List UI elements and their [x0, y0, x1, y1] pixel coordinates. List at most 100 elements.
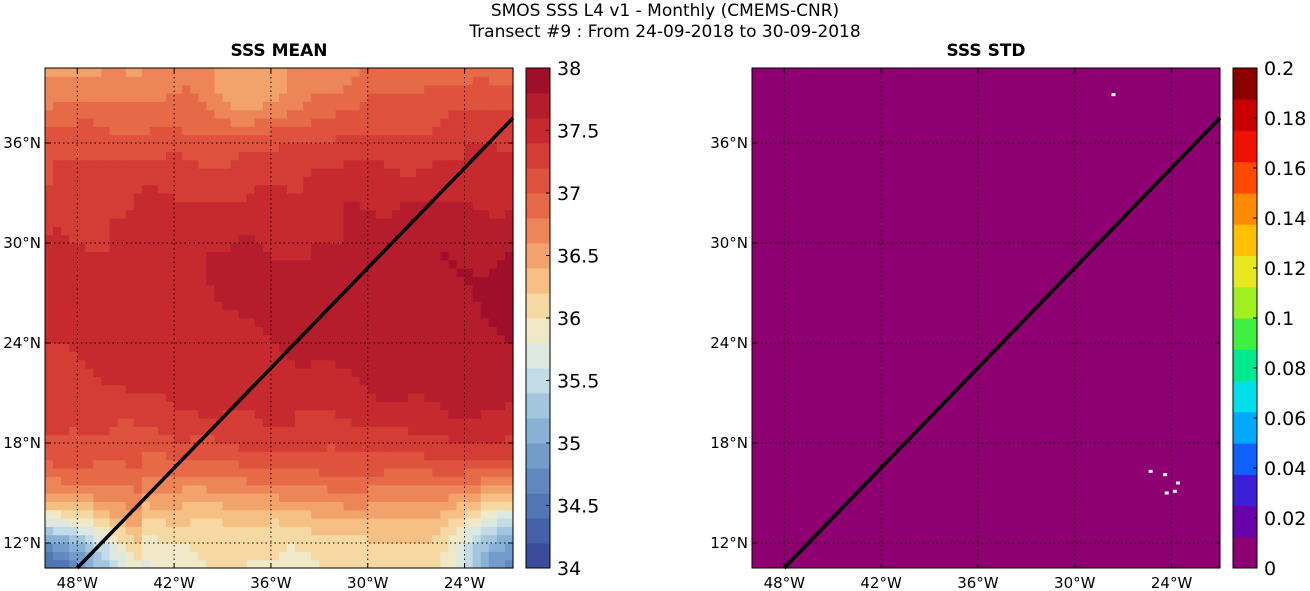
field-cell	[77, 326, 86, 336]
field-cell	[230, 434, 240, 444]
field-cell	[230, 543, 240, 552]
field-cell	[77, 426, 86, 436]
field-cell	[472, 234, 482, 244]
field-cell	[262, 359, 272, 369]
field-cell	[359, 276, 369, 286]
field-cell	[400, 434, 409, 444]
field-cell	[61, 551, 70, 561]
field-cell	[424, 259, 433, 269]
field-cell	[480, 359, 490, 369]
field-cell	[109, 409, 119, 419]
field-cell	[279, 468, 288, 477]
field-cell	[303, 418, 312, 427]
field-cell	[375, 409, 385, 419]
field-cell	[246, 93, 256, 102]
field-cell	[254, 518, 264, 527]
field-cell	[416, 251, 425, 261]
field-cell	[182, 268, 191, 277]
field-cell	[117, 351, 127, 361]
field-cell	[375, 234, 385, 244]
field-cell	[343, 501, 353, 511]
field-cell	[262, 318, 272, 327]
colorbar-segment	[526, 518, 550, 544]
field-cell	[311, 384, 320, 394]
field-cell	[174, 134, 183, 144]
field-cell	[303, 526, 312, 536]
field-cell	[279, 318, 288, 327]
field-cell	[133, 343, 143, 352]
x-tick-label: 30°W	[347, 574, 389, 591]
field-cell	[141, 293, 151, 302]
field-cell	[279, 268, 288, 277]
field-cell	[190, 151, 199, 161]
field-cell	[367, 359, 377, 369]
field-cell	[254, 276, 264, 286]
field-cell	[400, 259, 409, 269]
field-cell	[77, 243, 86, 252]
field-cell	[174, 109, 183, 119]
field-cell	[93, 301, 103, 311]
field-cell	[45, 226, 54, 236]
field-cell	[270, 501, 280, 511]
field-cell	[504, 268, 514, 277]
field-cell	[464, 409, 474, 419]
std-panel: 48°W 42°W 36°W 30°W 24°W12°N18°N24°N30°N36°N…	[710, 58, 1306, 591]
field-cell	[109, 401, 119, 411]
field-cell	[109, 193, 119, 202]
field-cell	[174, 434, 183, 444]
field-cell	[230, 251, 240, 261]
field-cell	[416, 418, 425, 427]
field-cell	[238, 93, 248, 102]
field-cell	[327, 359, 337, 369]
field-cell	[303, 143, 312, 152]
field-cell	[157, 459, 167, 469]
field-cell	[101, 126, 111, 136]
field-cell	[488, 201, 498, 211]
field-cell	[85, 134, 95, 144]
field-cell	[319, 201, 329, 211]
field-cell	[101, 218, 111, 227]
y-tick-label: 24°N	[710, 334, 748, 352]
field-cell	[101, 359, 111, 369]
field-cell	[279, 443, 288, 452]
field-cell	[375, 293, 385, 302]
field-cell	[222, 393, 232, 402]
field-cell	[359, 434, 369, 444]
field-cell	[238, 418, 248, 427]
field-cell	[472, 393, 482, 402]
field-cell	[488, 343, 498, 352]
field-cell	[206, 159, 216, 169]
field-cell	[157, 326, 167, 336]
field-cell	[222, 351, 232, 361]
field-cell	[69, 93, 78, 102]
field-cell	[295, 84, 304, 94]
field-cell	[166, 518, 175, 527]
field-cell	[61, 493, 70, 502]
field-cell	[456, 368, 466, 377]
field-cell	[45, 243, 54, 252]
field-cell	[53, 118, 62, 127]
field-cell	[472, 159, 482, 169]
field-cell	[319, 501, 329, 511]
field-cell	[424, 484, 433, 494]
field-cell	[343, 534, 353, 544]
field-cell	[351, 468, 361, 477]
field-cell	[214, 351, 224, 361]
field-cell	[367, 134, 377, 144]
field-cell	[190, 551, 199, 561]
field-cell	[448, 509, 458, 519]
colorbar-segment	[526, 268, 550, 294]
field-cell	[295, 68, 304, 77]
field-cell	[69, 409, 78, 419]
field-cell	[432, 384, 441, 394]
field-cell	[117, 193, 127, 202]
field-cell	[182, 101, 191, 111]
field-cell	[327, 259, 337, 269]
field-cell	[416, 134, 425, 144]
field-cell	[125, 493, 135, 502]
field-cell	[117, 418, 127, 427]
field-cell	[45, 543, 54, 552]
field-cell	[400, 268, 409, 277]
field-cell	[391, 509, 401, 519]
field-cell	[254, 401, 264, 411]
